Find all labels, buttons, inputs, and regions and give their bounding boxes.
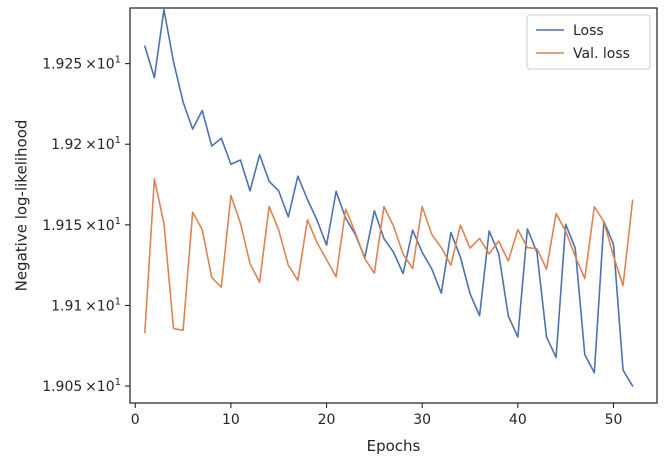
x-tick-label: 50 <box>605 412 623 428</box>
legend-label-val-loss: Val. loss <box>573 46 630 62</box>
plot-frame <box>129 7 658 404</box>
x-axis-ticks: 0 10 20 30 40 50 <box>131 403 623 428</box>
series-layer <box>144 8 634 387</box>
series-line-val-loss <box>144 178 634 334</box>
y-tick-label: 1.915 ×101 <box>42 216 121 234</box>
x-axis-label: Epochs <box>367 437 421 455</box>
legend: Loss Val. loss <box>526 14 651 70</box>
y-tick-label: 1.91 ×101 <box>51 296 121 314</box>
y-tick-label: 1.905 ×101 <box>42 377 121 395</box>
y-tick-label: 1.925 ×101 <box>42 55 121 73</box>
x-tick-label: 40 <box>509 412 527 428</box>
series-line-loss <box>144 8 634 387</box>
x-tick-label: 30 <box>413 412 431 428</box>
y-axis-label: Negative log-likelihood <box>12 120 30 292</box>
y-tick-label: 1.92 ×101 <box>51 135 121 153</box>
x-tick-label: 0 <box>131 412 140 428</box>
y-axis-ticks: 1.905 ×101 1.91 ×101 1.915 ×101 1.92 ×101 1.… <box>42 55 130 395</box>
x-tick-label: 10 <box>222 412 240 428</box>
x-tick-label: 20 <box>318 412 336 428</box>
legend-box <box>526 14 651 70</box>
legend-label-loss: Loss <box>573 23 604 39</box>
